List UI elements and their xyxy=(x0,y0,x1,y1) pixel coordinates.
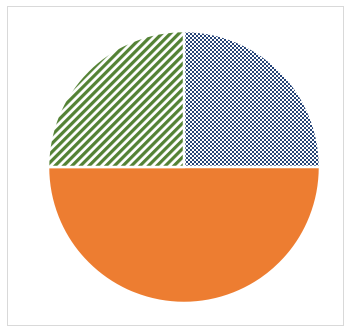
chart-area xyxy=(7,6,344,326)
pie-slice-2 xyxy=(46,165,322,305)
pie-chart xyxy=(46,29,322,305)
pie-slices xyxy=(46,29,322,305)
pie-slice-1 xyxy=(182,29,322,169)
pie-slice-3 xyxy=(46,29,186,169)
